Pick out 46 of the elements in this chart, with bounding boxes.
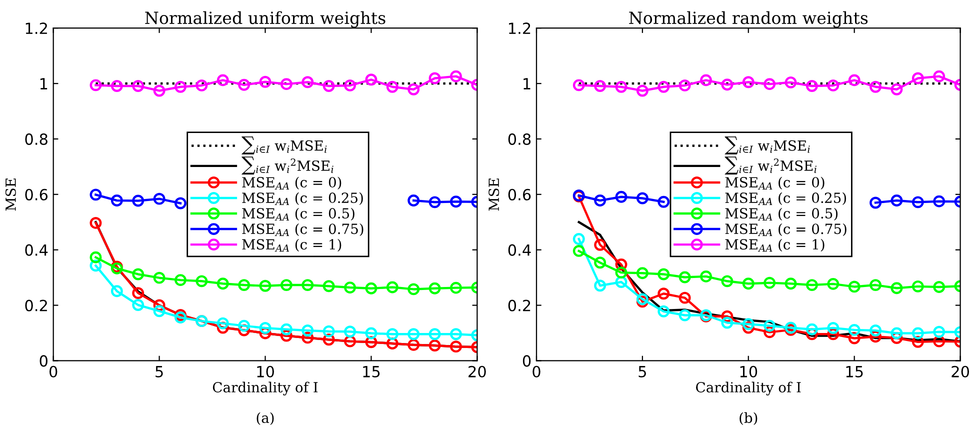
- text: (b): [740, 412, 758, 425]
- legend-label: MSE$_{AA}$ (c = 0.5): [242, 208, 354, 221]
- y-tick-label: 0.2: [508, 300, 530, 312]
- y-tick-label: 0.4: [25, 244, 48, 256]
- y-tick-label: 0: [522, 355, 531, 367]
- y-tick-label: 0.8: [25, 133, 48, 145]
- text: (a): [256, 412, 274, 425]
- y-tick-label: 0.6: [25, 188, 48, 200]
- x-tick-label: 10: [740, 366, 758, 378]
- y-axis-title: MSE: [5, 178, 16, 211]
- x-tick-label: 5: [638, 366, 646, 378]
- y-tick-label: 0.6: [508, 188, 531, 200]
- legend-label: ∑$_{i∈I}$ w$_{i}$$^{2}$MSE$_{i}$: [242, 156, 334, 175]
- chart-title: Normalized uniform weights: [145, 11, 386, 28]
- x-tick-label: 10: [257, 366, 274, 378]
- y-tick-label: 0: [40, 355, 48, 367]
- legend-label: MSE$_{AA}$ (c = 0): [242, 176, 342, 190]
- y-tick-label: 0.4: [508, 244, 531, 256]
- y-tick-label: 1.2: [509, 22, 530, 34]
- chart-title: Normalized random weights: [629, 11, 868, 28]
- y-tick-label: 0.2: [25, 300, 47, 312]
- legend-label: MSE$_{AA}$ (c = 0): [725, 176, 824, 190]
- legend-label: MSE$_{AA}$ (c = 0.75): [725, 223, 846, 236]
- x-tick-label: 0: [532, 366, 540, 378]
- legend-label: ∑$_{i∈I}$ w$_{i}$MSE$_{i}$: [242, 136, 327, 154]
- y-axis-title: MSE: [488, 178, 500, 211]
- x-tick-label: 15: [363, 366, 380, 378]
- x-axis-title: Cardinality of I: [696, 382, 801, 396]
- x-tick-label: 20: [468, 366, 486, 378]
- x-tick-label: 5: [156, 366, 163, 378]
- legend-label: MSE$_{AA}$ (c = 1): [725, 238, 824, 252]
- x-tick-label: 0: [49, 366, 58, 378]
- x-tick-label: 20: [952, 366, 970, 378]
- legend-label: MSE$_{AA}$ (c = 0.5): [725, 208, 838, 221]
- y-tick-label: 0.8: [508, 133, 531, 145]
- x-tick-label: 15: [846, 366, 863, 378]
- y-tick-label: 1: [524, 78, 530, 90]
- legend-label: MSE$_{AA}$ (c = 0.25): [242, 192, 363, 206]
- y-tick-label: 1.2: [26, 22, 47, 34]
- x-axis-title: Cardinality of I: [212, 382, 318, 396]
- legend-label: ∑$_{i∈I}$ w$_{i}$$^{2}$MSE$_{i}$: [724, 156, 816, 175]
- y-tick-label: 1: [40, 78, 48, 90]
- legend-label: ∑$_{i∈I}$ w$_{i}$MSE$_{i}$: [724, 136, 810, 154]
- legend-label: MSE$_{AA}$ (c = 0.75): [242, 223, 364, 236]
- legend-label: MSE$_{AA}$ (c = 0.25): [725, 192, 846, 206]
- legend-label: MSE$_{AA}$ (c = 1): [242, 238, 342, 252]
